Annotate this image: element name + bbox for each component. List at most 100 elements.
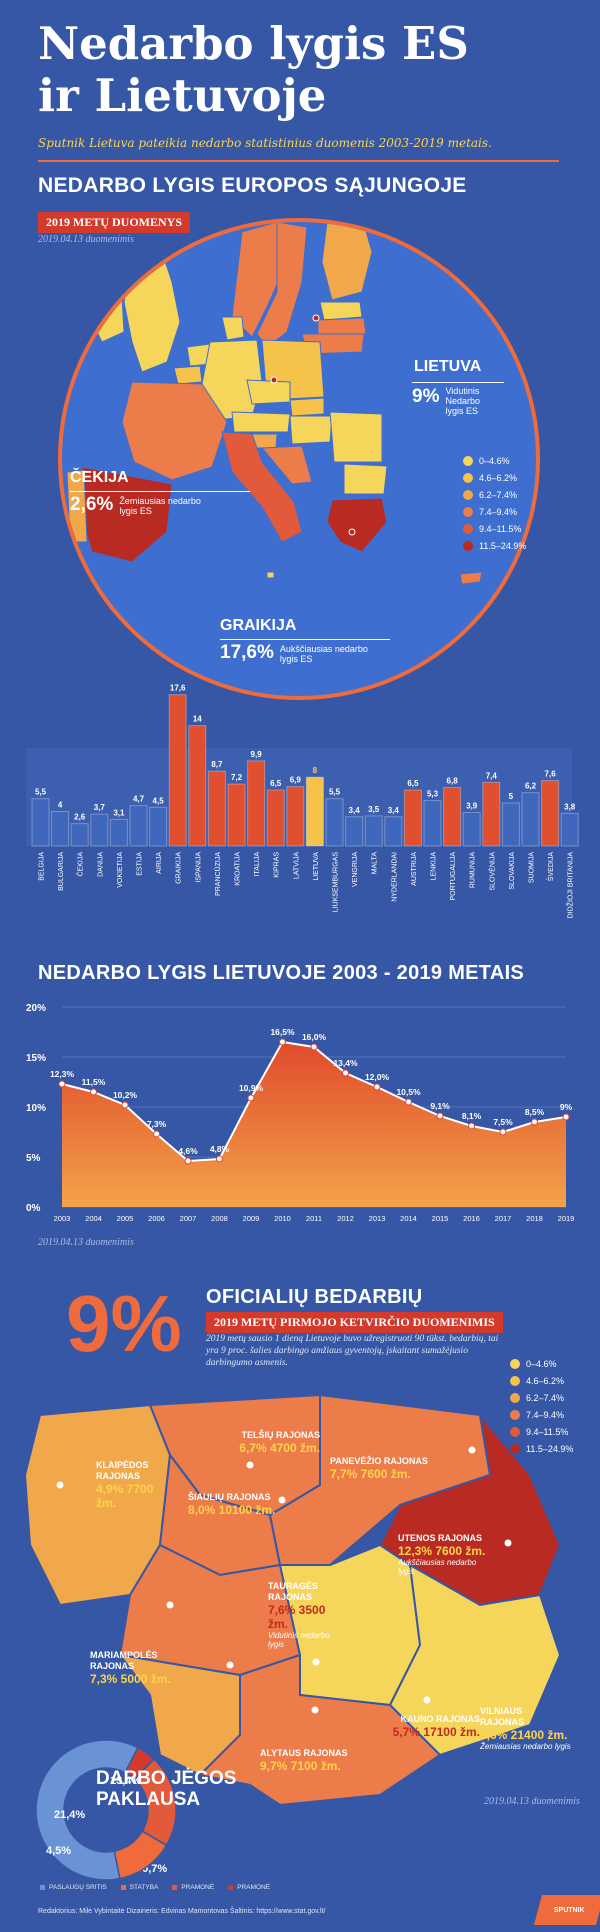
bar-austrija [403,789,422,847]
point-value-label: 10,9% [239,1083,264,1093]
data-point [58,1080,66,1088]
eu-year-tag: 2019 METŲ DUOMENYS [38,212,191,233]
map-dot-panevezys [468,1446,476,1454]
bar-category-label: AIRIJA [156,852,163,874]
x-tick-label: 2010 [274,1214,291,1223]
legend-item: 11.5–24.9% [463,537,526,554]
map-country-malta [266,571,275,579]
bar-value-label: 5,5 [35,788,47,797]
pie-slice-label: 4,5% [46,1845,71,1857]
callout-lithuania-line [412,382,504,383]
bar-value-label: 5,3 [427,789,439,798]
pie-legend-label: PRAMONĖ [181,1884,215,1891]
lt-official-heading: OFICIALIŲ BEDARBIŲ [206,1286,423,1308]
legend-item: 7.4–9.4% [510,1406,573,1423]
point-value-label: 8,5% [525,1107,545,1117]
callout-greece-desc: Aukščiausias nedarbo lygis ES [280,644,368,664]
data-point [184,1157,192,1165]
region-alytus [197,1653,442,1807]
region-label-taurage: TAURAGĖS RAJONAS 7,6% 3500 žm. Vidutinis… [268,1581,330,1649]
bar-liuksemburgas [325,798,344,847]
map-country-czechia [246,379,291,405]
region-label-vilnius: VILNIAUS RAJONAS 4,6% 21400 žm. Žemiausi… [480,1706,585,1751]
region-name-utena: UTENOS RAJONAS [398,1533,483,1543]
legend-label: 7.4–9.4% [479,506,518,517]
bar-category-label: ISPANIJA [195,852,202,883]
map-marker-czechia [270,376,278,384]
bar-category-label: LATVIJA [293,852,300,879]
map-country-croatia [260,445,313,485]
map-country-latvia [317,317,367,335]
callout-greece-body: 17,6% Aukščiausias nedarbo lygis ES [220,642,368,664]
map-dot-klaipeda [56,1481,64,1489]
pie-legend-swatch [172,1885,178,1890]
x-tick-label: 2015 [432,1214,449,1223]
eu-date-note: 2019.04.13 duomenimis [38,234,134,245]
lt-big-percent: 9% [66,1279,182,1368]
bar-category-label: ŠVEDIJA [546,852,555,882]
x-tick-label: 2014 [400,1214,417,1223]
callout-lithuania: LIETUVA [414,358,481,376]
map-country-estonia [319,301,363,321]
bar-kroatija [227,783,246,847]
bar-vengrija [345,816,364,847]
y-tick-label: 5% [26,1153,41,1164]
callout-greece-desc-1: Aukščiausias nedarbo [279,644,368,654]
map-marker-greece [348,528,356,536]
map-dot-siauliai [278,1496,286,1504]
region-value-panevezys: 7,7% 7600 žm. [330,1467,411,1481]
data-point [121,1101,129,1109]
legend-swatch [510,1375,520,1386]
pie-legend-label: PASLAUGŲ SRITIS [49,1884,107,1891]
bar-category-label: GRAIKIJA [176,852,183,884]
lt-description: 2019 metų sausio 1 dieną Lietuvoje buvo … [206,1334,499,1368]
map-country-denmark [221,316,245,341]
data-point [499,1128,507,1136]
x-tick-label: 2003 [54,1214,71,1223]
legend-item: 4.6–6.2% [463,469,526,486]
legend-swatch [463,523,473,534]
bar-value-label: 3,5 [368,805,380,814]
legend-label: 11.5–24.9% [526,1443,574,1454]
bar-danija [90,813,109,847]
region-value-kaunas: 5,7% 17100 žm. [392,1725,480,1739]
point-value-label: 9% [560,1102,573,1112]
pie-legend-item: PASLAUGŲ SRITIS [40,1884,107,1891]
bar-category-label: LENKIJA [431,852,438,881]
bar-category-label: VENGRIJA [352,852,359,887]
bar-italija [247,760,266,847]
point-value-label: 12,3% [50,1069,75,1079]
region-name-alytus: ALYTAUS RAJONAS [260,1748,348,1758]
callout-lithuania-desc-2: Nedarbo [445,396,480,406]
bar-ispanija [188,725,207,847]
callout-greece-name: GRAIKIJA [220,617,297,634]
pie-legend-swatch [40,1885,45,1890]
pie-legend: PASLAUGŲ SRITIS STATYBA PRAMONĖ PRAMONĖ [40,1884,284,1891]
map-country-uk [123,251,181,373]
map-country-bulgaria [343,463,388,495]
page-title: Nedarbo lygis ES ir Lietuvoje [38,18,469,122]
lt-trend-date-note: 2019.04.13 duomenimis [38,1237,134,1248]
legend-swatch [463,472,473,483]
legend-swatch [463,506,473,517]
pie-legend-swatch [120,1885,126,1890]
bar-value-label: 3,7 [94,803,106,812]
legend-label: 6.2–7.4% [526,1392,565,1403]
bar-malta [364,815,383,847]
x-tick-label: 2006 [148,1214,165,1223]
bar-category-label: KROATIJA [235,852,242,886]
callout-greece-line [220,639,390,640]
bar-švedija [541,780,560,847]
bar-airija [149,806,168,847]
map-country-greece [326,497,388,553]
x-tick-label: 2013 [369,1214,386,1223]
callout-greece-desc-2: lygis ES [279,654,313,664]
region-vilnius [388,1563,562,1757]
bar-value-label: 3,4 [349,806,361,815]
bar-portugalija [443,787,462,847]
bar-nyderlandai [384,816,403,847]
bar-rumunija [462,811,481,847]
sputnik-logo-text: SPUTNIK [553,1906,585,1914]
point-value-label: 4,8% [210,1144,230,1154]
subtitle: Sputnik Lietuva pateikia nedarbo statist… [38,136,492,150]
